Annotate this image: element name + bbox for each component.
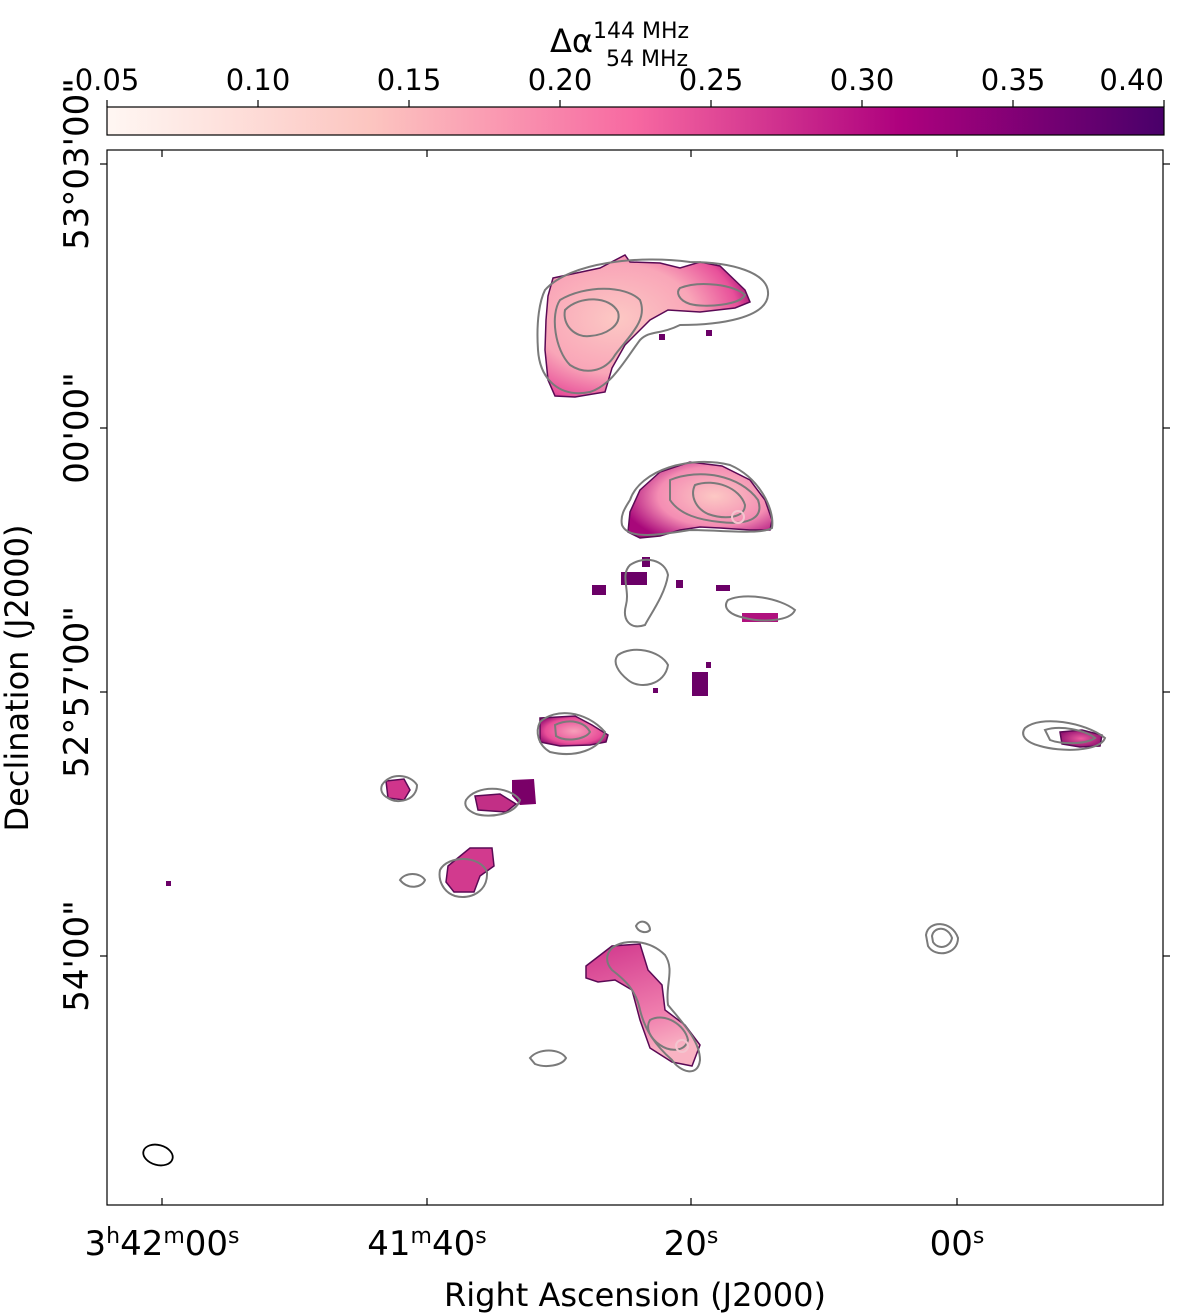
flux-contours (380, 258, 1107, 1073)
contour-west-2 (464, 787, 522, 817)
contour-mid-blob-inner (553, 720, 592, 741)
isolated-pixel-2 (621, 572, 647, 585)
isolated-pixel-4 (676, 580, 683, 588)
y-tick-label: 00'00" (57, 372, 97, 484)
colorbar-tick-label: 0.05 (75, 63, 140, 97)
contour-south-peak (675, 1039, 689, 1053)
isolated-pixel-3 (642, 557, 650, 567)
y-tick-label: 54'00" (57, 900, 97, 1012)
contour-south-west (528, 1049, 568, 1067)
colorbar-tick-label: 0.30 (830, 63, 895, 97)
contour-north-inner-3 (677, 283, 747, 307)
isolated-pixel-12 (706, 330, 712, 336)
contour-central-inner-1 (669, 473, 761, 524)
y-axis: 53°03'00" 00'00" 52°57'00" 54'00" (57, 78, 1170, 1012)
contour-west-3 (398, 873, 427, 888)
contour-east-outer (1022, 720, 1107, 751)
colorbar-tick-label: 0.20 (528, 63, 593, 97)
colorbar-tick-label: 0.15 (377, 63, 442, 97)
colorbar-tick-label: 0.25 (679, 63, 744, 97)
beam-ellipse (142, 1143, 174, 1167)
x-tick-label: 00s (930, 1224, 985, 1265)
contour-west-1 (380, 775, 419, 803)
colorbar-tick-label: 0.35 (981, 63, 1046, 97)
contour-west-4 (438, 858, 489, 898)
y-tick-label: 52°57'00" (57, 606, 97, 778)
isolated-pixel-10 (166, 881, 171, 886)
contour-north-inner-1 (553, 287, 643, 372)
x-tick-label: 3h42m00s (84, 1224, 239, 1265)
west-small-blob-2 (474, 793, 518, 813)
contour-east-ring-outer (924, 923, 960, 955)
x-tick-label: 20s (664, 1224, 719, 1265)
isolated-pixel-1 (592, 585, 606, 595)
contour-south-jet (606, 940, 702, 1073)
y-axis-label: Declination (J2000) (0, 525, 36, 832)
colorbar-label-sub: 54 MHz (606, 47, 688, 72)
contour-north-outer (536, 258, 770, 395)
contour-north-inner-2 (563, 298, 620, 338)
colorbar-tick-label: 0.10 (226, 63, 291, 97)
contour-central-peak (731, 510, 745, 524)
contour-mid-left (614, 648, 670, 686)
contour-east-ring-inner (930, 927, 954, 948)
contour-south-tip (634, 920, 652, 934)
west-small-blob-1 (385, 778, 411, 801)
colorbar-label: Δα144 MHz (550, 19, 689, 60)
isolated-pixel-6 (742, 613, 778, 622)
contour-mid-stream (624, 558, 670, 628)
isolated-pixel-7 (692, 672, 708, 696)
contour-mid-right (725, 595, 797, 622)
x-axis-label: Right Ascension (J2000) (444, 1276, 826, 1314)
x-axis: 3h42m00s 41m40s 20s 00s (84, 150, 984, 1264)
colorbar: 0.05 0.10 0.15 0.20 0.25 0.30 0.35 0.40 Δα144 M… (75, 19, 1165, 136)
isolated-pixel-8 (706, 662, 711, 668)
contour-east-inner (1043, 727, 1097, 745)
south-jet (585, 943, 701, 1067)
colorbar-gradient (106, 106, 1165, 136)
contour-central-outer (620, 461, 774, 536)
contour-mid-blob (536, 712, 607, 755)
y-tick-label: 53°03'00" (57, 78, 97, 250)
isolated-pixel-11 (659, 334, 665, 340)
colorbar-tick-label: 0.40 (1099, 63, 1164, 97)
isolated-pixel-5 (716, 585, 730, 591)
isolated-pixel-9 (653, 688, 658, 693)
x-tick-label: 41m40s (367, 1224, 486, 1265)
contour-central-inner-2 (692, 481, 747, 519)
